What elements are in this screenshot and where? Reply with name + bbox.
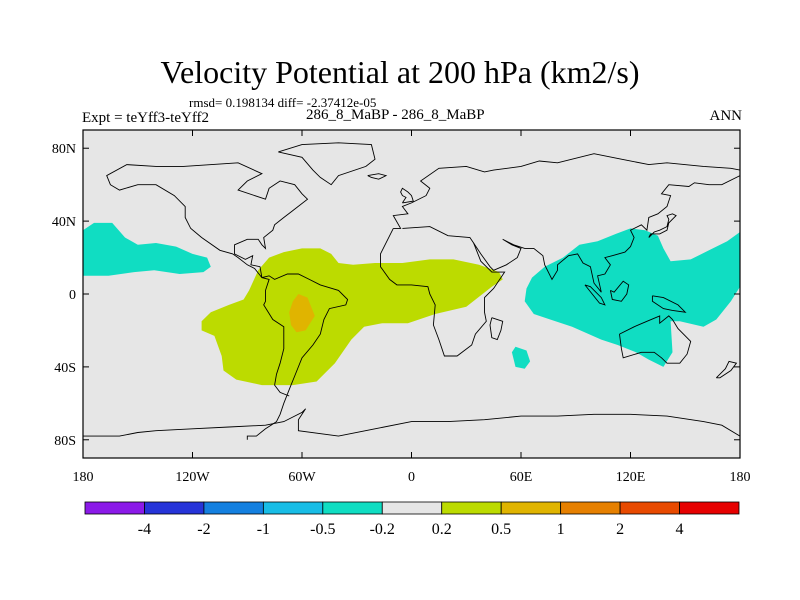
coastline-14 (715, 360, 738, 379)
colorbar-label-9: 4 (676, 521, 684, 538)
coastline-5 (489, 317, 504, 341)
colorbar-label-6: 0.5 (491, 521, 511, 538)
x-tick-label-6: 180 (730, 470, 751, 485)
coastline-7 (609, 280, 630, 302)
colorbar-box-9 (619, 501, 680, 515)
anomaly-region-4 (511, 346, 531, 369)
colorbar-box-6 (441, 501, 502, 515)
x-tick-label-5: 120E (616, 470, 646, 485)
case-label: 286_8_MaBP - 286_8_MaBP (306, 107, 485, 123)
anomaly-region-0 (201, 248, 503, 386)
coastline-3 (380, 226, 506, 357)
anomaly-region-3 (524, 228, 740, 367)
anomaly-region-2 (83, 222, 211, 276)
coastline-13 (83, 408, 740, 437)
experiment-label: Expt = teYff3-teYff2 (82, 110, 210, 126)
y-tick-label-2: 0 (69, 288, 76, 303)
colorbar-label-0: -4 (138, 521, 151, 538)
x-axis-ticks: 180 120W 60W 0 60E 120E 180 (73, 130, 751, 485)
colorbar-box-2 (203, 501, 264, 515)
chart-title: Velocity Potential at 200 hPa (km2/s) (160, 54, 640, 90)
coastline-11 (400, 187, 414, 204)
coastline-12 (367, 173, 388, 180)
y-tick-label-1: 40N (52, 215, 76, 230)
coastline-2 (392, 153, 740, 229)
colorbar-box-3 (262, 501, 324, 515)
colorbar-box-8 (560, 501, 621, 515)
x-tick-label-0: 180 (73, 470, 94, 485)
colorbar-label-5: 0.2 (432, 521, 452, 538)
x-tick-label-3: 0 (408, 470, 415, 485)
colorbar-label-8: 2 (616, 521, 624, 538)
coastline-4 (473, 175, 740, 293)
anomaly-regions (83, 222, 740, 386)
colorbar-label-1: -2 (197, 521, 210, 538)
colorbar-box-5 (381, 501, 443, 515)
colorbar-label-2: -1 (257, 521, 270, 538)
coastline-1 (278, 142, 376, 186)
colorbar-box-0 (84, 501, 145, 515)
y-tick-label-3: 40S (54, 361, 76, 376)
colorbar-box-7 (500, 501, 562, 515)
anomaly-region-1 (289, 294, 315, 333)
coastline-9 (651, 295, 687, 313)
colorbar-label-7: 1 (557, 521, 565, 538)
x-tick-label-4: 60E (510, 470, 533, 485)
coastline-8 (584, 284, 606, 306)
coastline-6 (619, 315, 692, 364)
colorbar-label-3: -0.5 (310, 521, 335, 538)
y-tick-label-4: 80S (54, 434, 76, 449)
y-axis-ticks: 80N 40N 0 40S 80S (52, 142, 740, 449)
coastline-0 (106, 162, 349, 440)
y-tick-label-0: 80N (52, 142, 76, 157)
colorbar-box-10 (679, 501, 740, 515)
colorbar-box-1 (144, 501, 205, 515)
coastlines (83, 142, 740, 440)
x-tick-label-2: 60W (288, 470, 316, 485)
colorbar-box-4 (322, 501, 383, 515)
colorbar-label-4: -0.2 (370, 521, 395, 538)
coastline-10 (648, 213, 677, 238)
season-label: ANN (709, 108, 743, 124)
colorbar: -4 -2 -1 -0.5 -0.2 0.2 0.5 1 2 4 (84, 501, 740, 538)
rmsd-diff-label: rmsd= 0.198134 diff= -2.37412e-05 (189, 95, 377, 110)
x-tick-label-1: 120W (175, 470, 210, 485)
